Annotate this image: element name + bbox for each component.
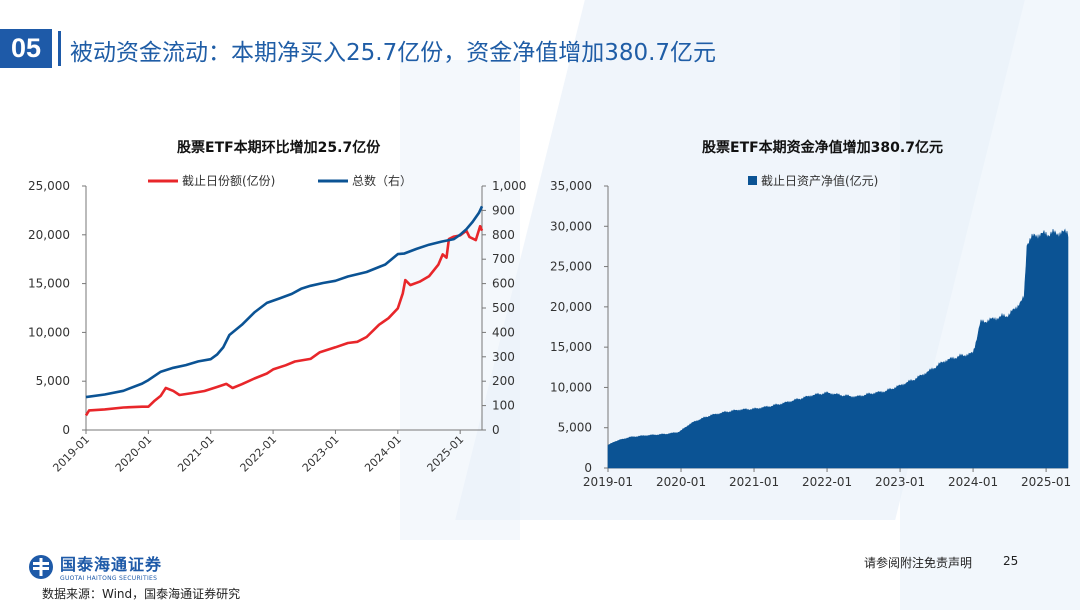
y-tick-label-left: 15,000	[28, 277, 70, 291]
y-tick-label-right: 1,000	[492, 179, 526, 193]
x-tick-label: 2025-01	[1021, 475, 1071, 489]
y-tick-label-left: 20,000	[28, 228, 70, 242]
logo-text-en: GUOTAI HAITONG SECURITIES	[60, 575, 158, 582]
y-tick-label-right: 600	[492, 277, 515, 291]
x-tick-label: 2023-01	[300, 433, 342, 475]
y-tick-label-left: 10,000	[28, 325, 70, 339]
y-tick-label: 25,000	[550, 260, 592, 274]
y-tick-label-right: 300	[492, 350, 515, 364]
y-tick-label-right: 700	[492, 252, 515, 266]
y-tick-label-right: 200	[492, 374, 515, 388]
logo-icon	[29, 554, 53, 579]
legend-label: 截止日份额(亿份)	[182, 173, 275, 188]
y-tick-label-right: 900	[492, 203, 515, 217]
header-divider	[58, 31, 61, 66]
y-tick-label-right: 0	[492, 423, 500, 437]
y-tick-label: 10,000	[550, 380, 592, 394]
x-tick-label: 2019-01	[50, 433, 92, 475]
company-logo: 国泰海通证券 GUOTAI HAITONG SECURITIES	[28, 551, 162, 582]
data-source: 数据来源：Wind，国泰海通证券研究	[42, 587, 241, 601]
y-tick-label: 30,000	[550, 219, 592, 233]
y-tick-label: 0	[584, 461, 592, 475]
legend-label: 截止日资产净值(亿元)	[761, 173, 878, 188]
area-chart-net-asset: 0 5,000 10,000 15,000 20,000 25,000 30,000 35,0…	[550, 173, 1071, 489]
section-number: 05	[0, 29, 52, 68]
y-tick-label-right: 800	[492, 228, 515, 242]
legend-swatch	[748, 176, 757, 185]
series-line-shares	[84, 224, 484, 417]
page-number: 25	[1003, 554, 1019, 568]
y-tick-label-right: 500	[492, 301, 515, 315]
x-tick-label: 2020-01	[656, 475, 706, 489]
y-tick-label-left: 25,000	[28, 179, 70, 193]
y-tick-label-left: 0	[62, 423, 70, 437]
chart-title-shares: 股票ETF本期环比增加25.7亿份	[177, 140, 381, 156]
series-line-total	[85, 205, 484, 399]
y-tick-label: 20,000	[550, 300, 592, 314]
line-chart-shares: 0 5,000 10,000 15,000 20,000 25,000 0 100 200 300…	[28, 173, 526, 475]
y-tick-label-left: 5,000	[36, 374, 70, 388]
x-tick-label: 2024-01	[362, 433, 404, 475]
x-tick-label: 2022-01	[802, 475, 852, 489]
logo-text-cn: 国泰海通证券	[60, 555, 163, 574]
series-area-net-asset	[607, 228, 1069, 469]
x-tick-label: 2020-01	[113, 433, 155, 475]
x-tick-label: 2021-01	[729, 475, 779, 489]
background-shape	[400, 60, 520, 540]
x-tick-label: 2023-01	[875, 475, 925, 489]
y-tick-label: 15,000	[550, 340, 592, 354]
y-tick-label-right: 400	[492, 325, 515, 339]
y-tick-label: 35,000	[550, 179, 592, 193]
legend-label: 总数（右）	[352, 173, 412, 188]
chart-title-net-asset: 股票ETF本期资金净值增加380.7亿元	[702, 140, 943, 156]
x-tick-label: 2022-01	[238, 433, 280, 475]
disclaimer-link[interactable]: 请参阅附注免责声明	[864, 556, 973, 570]
x-tick-label: 2021-01	[175, 433, 217, 475]
x-tick-label: 2024-01	[948, 475, 998, 489]
x-tick-label: 2019-01	[583, 475, 633, 489]
page-title: 被动资金流动：本期净买入25.7亿份，资金净值增加380.7亿元	[70, 40, 717, 66]
x-tick-label: 2025-01	[425, 433, 467, 475]
y-tick-label: 5,000	[558, 421, 592, 435]
y-tick-label-right: 100	[492, 399, 515, 413]
